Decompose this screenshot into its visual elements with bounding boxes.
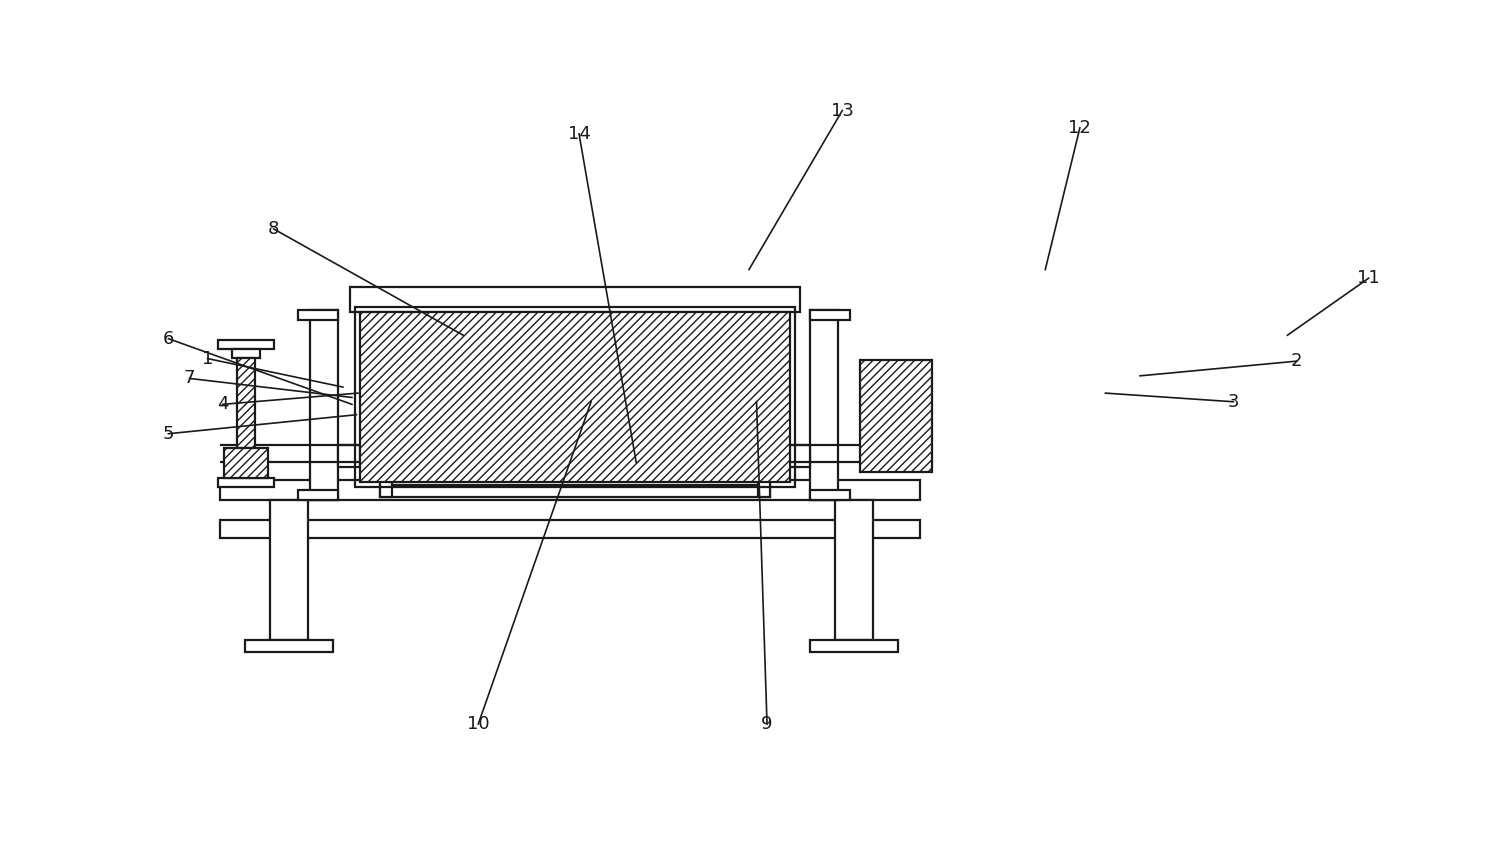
Bar <box>338 445 359 467</box>
Text: 1: 1 <box>202 350 214 367</box>
Bar <box>811 310 850 320</box>
Bar <box>218 340 274 349</box>
Bar <box>310 310 338 500</box>
Text: 4: 4 <box>217 396 229 413</box>
Bar <box>238 358 256 448</box>
Bar <box>220 480 920 500</box>
Text: 9: 9 <box>761 715 773 733</box>
Text: 14: 14 <box>567 125 591 143</box>
Text: 13: 13 <box>830 102 854 119</box>
Bar <box>298 310 338 320</box>
Text: 5: 5 <box>162 425 174 442</box>
Text: 7: 7 <box>183 370 196 387</box>
Bar <box>811 640 898 652</box>
Text: 10: 10 <box>466 715 490 733</box>
Bar <box>788 445 811 467</box>
Text: 11: 11 <box>1357 270 1381 287</box>
Text: 8: 8 <box>268 220 280 238</box>
Bar <box>224 448 268 478</box>
Bar <box>220 520 920 538</box>
Bar <box>350 287 800 312</box>
Text: 12: 12 <box>1068 119 1092 137</box>
Bar <box>232 349 260 358</box>
Text: 2: 2 <box>1290 353 1302 370</box>
Bar <box>298 490 338 500</box>
Text: 3: 3 <box>1227 393 1239 410</box>
Bar <box>355 307 796 487</box>
Bar <box>860 360 932 472</box>
Bar <box>218 478 274 487</box>
Bar <box>245 640 332 652</box>
Bar <box>811 490 850 500</box>
Bar <box>758 460 770 497</box>
Bar <box>359 312 790 482</box>
Bar <box>381 460 393 497</box>
Text: 6: 6 <box>162 330 174 347</box>
Bar <box>811 310 838 500</box>
Bar <box>271 500 308 640</box>
Bar <box>835 500 872 640</box>
Bar <box>381 485 770 497</box>
